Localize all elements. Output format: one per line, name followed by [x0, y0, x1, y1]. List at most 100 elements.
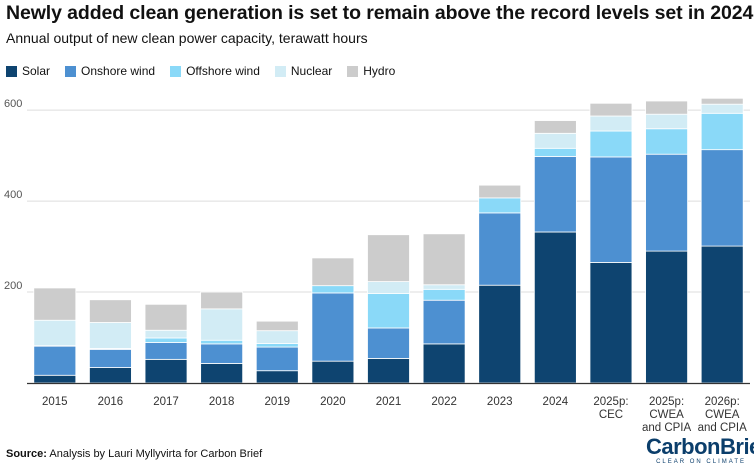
x-tick-label: 2015: [42, 396, 68, 408]
y-tick-label: 400: [4, 189, 22, 201]
bar-solar-2022: [422, 343, 466, 384]
bar-solar-2020: [311, 360, 355, 384]
chart-title: Newly added clean generation is set to r…: [6, 2, 754, 24]
bar-hydro-2023: [478, 184, 522, 199]
bar-offshore-wind-2017: [144, 337, 188, 343]
legend-item-offshore-wind: Offshore wind: [170, 64, 260, 78]
bar-nuclear-2018: [200, 308, 244, 341]
bar-onshore-wind-2022: [422, 299, 466, 345]
source-text: Analysis by Lauri Myllyvirta for Carbon …: [49, 448, 263, 460]
legend-swatch-onshore-wind: [65, 65, 77, 77]
legend-item-nuclear: Nuclear: [274, 64, 333, 78]
bar-offshore-wind-2019: [255, 343, 299, 348]
source-label: Source:: [6, 448, 47, 460]
bar-hydro-2019: [255, 320, 299, 332]
bar-onshore-wind-2021: [367, 327, 410, 359]
source-note: Source: Analysis by Lauri Myllyvirta for…: [6, 448, 262, 460]
bar-solar-2025p-cwea-and-cpia: [645, 250, 688, 384]
bar-onshore-wind-2016: [89, 348, 132, 368]
bar-nuclear-2022: [422, 284, 466, 290]
bar-hydro-2024: [533, 120, 577, 134]
bar-solar-2015: [33, 374, 77, 384]
bar-onshore-wind-2017: [144, 342, 188, 360]
x-tick-label: 2022: [431, 396, 457, 408]
legend-item-onshore-wind: Onshore wind: [65, 64, 155, 78]
bar-nuclear-2021: [367, 281, 410, 294]
x-tick-label: 2021: [376, 396, 402, 408]
bar-solar-2017: [144, 358, 188, 384]
y-tick-label: 200: [4, 280, 22, 292]
bar-offshore-wind-2025p-cwea-and-cpia: [645, 128, 688, 155]
bar-solar-2019: [255, 370, 299, 384]
x-tick-label: 2018: [209, 396, 235, 408]
bar-hydro-2026p-cwea-and-cpia: [700, 97, 744, 105]
legend-swatch-solar: [6, 65, 17, 77]
legend-label-hydro: Hydro: [363, 64, 396, 78]
bar-onshore-wind-2025p-cec: [589, 156, 633, 263]
bar-onshore-wind-2018: [200, 343, 244, 364]
bar-hydro-2018: [200, 291, 244, 310]
bar-hydro-2020: [311, 257, 355, 287]
bar-nuclear-2017: [144, 329, 188, 339]
legend-item-solar: Solar: [6, 64, 50, 78]
chart-subtitle: Annual output of new clean power capacit…: [6, 30, 368, 46]
bar-hydro-2015: [33, 287, 77, 321]
bar-hydro-2025p-cec: [589, 102, 633, 117]
bar-nuclear-2025p-cwea-and-cpia: [645, 113, 688, 130]
bar-hydro-2021: [367, 234, 410, 282]
chart-legend: Solar Onshore wind Offshore wind Nuclear…: [6, 64, 410, 78]
x-tick-label: 2020: [320, 396, 346, 408]
bar-onshore-wind-2019: [255, 346, 299, 372]
bar-offshore-wind-2020: [311, 285, 355, 294]
y-tick-label: 600: [4, 98, 22, 110]
bar-nuclear-2025p-cec: [589, 115, 633, 132]
bar-onshore-wind-2025p-cwea-and-cpia: [645, 153, 688, 252]
x-tick-label: 2025p: CEC: [593, 396, 628, 421]
stacked-bar-chart: 200 400 600 2015 2016 2017 2018 2019 2020 2021 202…: [4, 97, 750, 434]
bar-hydro-2025p-cwea-and-cpia: [645, 100, 688, 115]
bar-solar-2026p-cwea-and-cpia: [700, 245, 744, 384]
bar-onshore-wind-2015: [33, 345, 77, 376]
bar-nuclear-2016: [89, 322, 132, 349]
bar-solar-2024: [533, 231, 577, 384]
legend-item-hydro: Hydro: [347, 64, 395, 78]
bar-solar-2023: [478, 284, 522, 384]
x-tick-label: 2026p: CWEA and CPIA: [698, 396, 748, 434]
x-tick-label: 2023: [487, 396, 513, 408]
bar-nuclear-2019: [255, 330, 299, 344]
bar-onshore-wind-2020: [311, 292, 355, 362]
bar-onshore-wind-2024: [533, 156, 577, 233]
bar-hydro-2022: [422, 233, 466, 286]
bar-offshore-wind-2018: [200, 339, 244, 345]
x-tick-label: 2024: [543, 396, 569, 408]
bar-solar-2016: [89, 367, 132, 384]
bar-offshore-wind-2026p-cwea-and-cpia: [700, 112, 744, 151]
bar-offshore-wind-2022: [422, 288, 466, 301]
legend-swatch-nuclear: [274, 65, 286, 77]
bar-hydro-2017: [144, 303, 188, 331]
bar-nuclear-2024: [533, 132, 577, 149]
legend-label-onshore-wind: Onshore wind: [81, 64, 156, 78]
bar-solar-2018: [200, 363, 244, 384]
x-tick-label: 2016: [98, 396, 124, 408]
bar-onshore-wind-2023: [478, 212, 522, 286]
legend-label-nuclear: Nuclear: [290, 64, 333, 78]
bar-offshore-wind-2025p-cec: [589, 130, 633, 158]
bar-offshore-wind-2024: [533, 147, 577, 157]
bar-offshore-wind-2023: [478, 197, 522, 214]
legend-swatch-offshore-wind: [170, 65, 182, 77]
legend-label-offshore-wind: Offshore wind: [186, 64, 260, 78]
bar-onshore-wind-2026p-cwea-and-cpia: [700, 149, 744, 247]
x-tick-label: 2019: [264, 396, 290, 408]
bar-solar-2025p-cec: [589, 262, 633, 384]
bar-nuclear-2026p-cwea-and-cpia: [700, 103, 744, 114]
x-tick-label: 2017: [153, 396, 179, 408]
legend-swatch-hydro: [347, 65, 359, 77]
bar-solar-2021: [367, 358, 410, 384]
bar-offshore-wind-2021: [367, 292, 410, 329]
x-tick-label: 2025p: CWEA and CPIA: [642, 396, 692, 434]
legend-label-solar: Solar: [22, 64, 51, 78]
bar-hydro-2016: [89, 299, 132, 323]
